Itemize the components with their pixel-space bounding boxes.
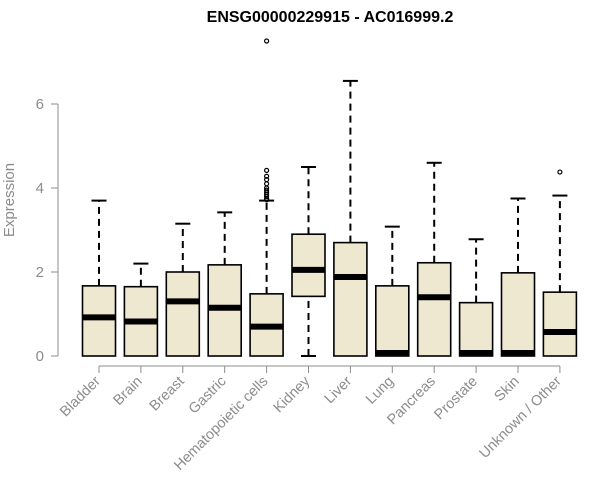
outlier-point — [264, 173, 270, 179]
box-group — [123, 262, 159, 357]
box-group — [165, 222, 201, 357]
box-group — [207, 211, 242, 357]
boxes-layer — [81, 38, 578, 357]
box-group — [500, 197, 536, 357]
x-tick-label: Breast — [147, 374, 188, 415]
box-group — [291, 166, 326, 357]
box-iqr — [81, 285, 117, 357]
outlier-point — [264, 181, 270, 187]
y-tick-label: 2 — [36, 264, 44, 281]
outlier-point — [264, 38, 270, 44]
outlier-point — [557, 169, 563, 175]
x-tick-label: Prostate — [431, 374, 480, 423]
x-tick-label: Kidney — [271, 373, 314, 416]
x-tick-label: Lung — [363, 374, 397, 408]
box-group — [542, 169, 578, 357]
x-tick-label: Bladder — [57, 373, 104, 420]
chart-title: ENSG00000229915 - AC016999.2 — [207, 9, 454, 26]
box-iqr — [291, 233, 326, 298]
y-axis-label: Expression — [1, 163, 18, 237]
box-iqr — [500, 272, 536, 357]
box-group — [374, 225, 410, 357]
y-axis: 0 2 4 6 — [36, 96, 59, 365]
box-iqr — [165, 271, 201, 357]
box-group — [458, 238, 494, 357]
outlier-point — [264, 167, 270, 173]
box-iqr — [542, 291, 578, 357]
box-group — [81, 199, 117, 357]
box-iqr — [374, 285, 410, 357]
x-tick-label: Liver — [322, 373, 356, 407]
y-tick-label: 6 — [36, 96, 44, 113]
y-tick-label: 4 — [36, 180, 44, 197]
box-iqr — [333, 241, 368, 357]
x-tick-label: Skin — [492, 374, 523, 405]
box-group — [333, 79, 368, 357]
outlier-point — [264, 177, 270, 183]
outlier-point — [264, 187, 270, 193]
x-tick-label: Brain — [110, 374, 145, 409]
box-group — [249, 38, 284, 357]
box-group — [416, 161, 452, 357]
box-iqr — [416, 261, 452, 357]
y-tick-label: 0 — [36, 348, 44, 365]
box-iqr — [458, 301, 494, 357]
